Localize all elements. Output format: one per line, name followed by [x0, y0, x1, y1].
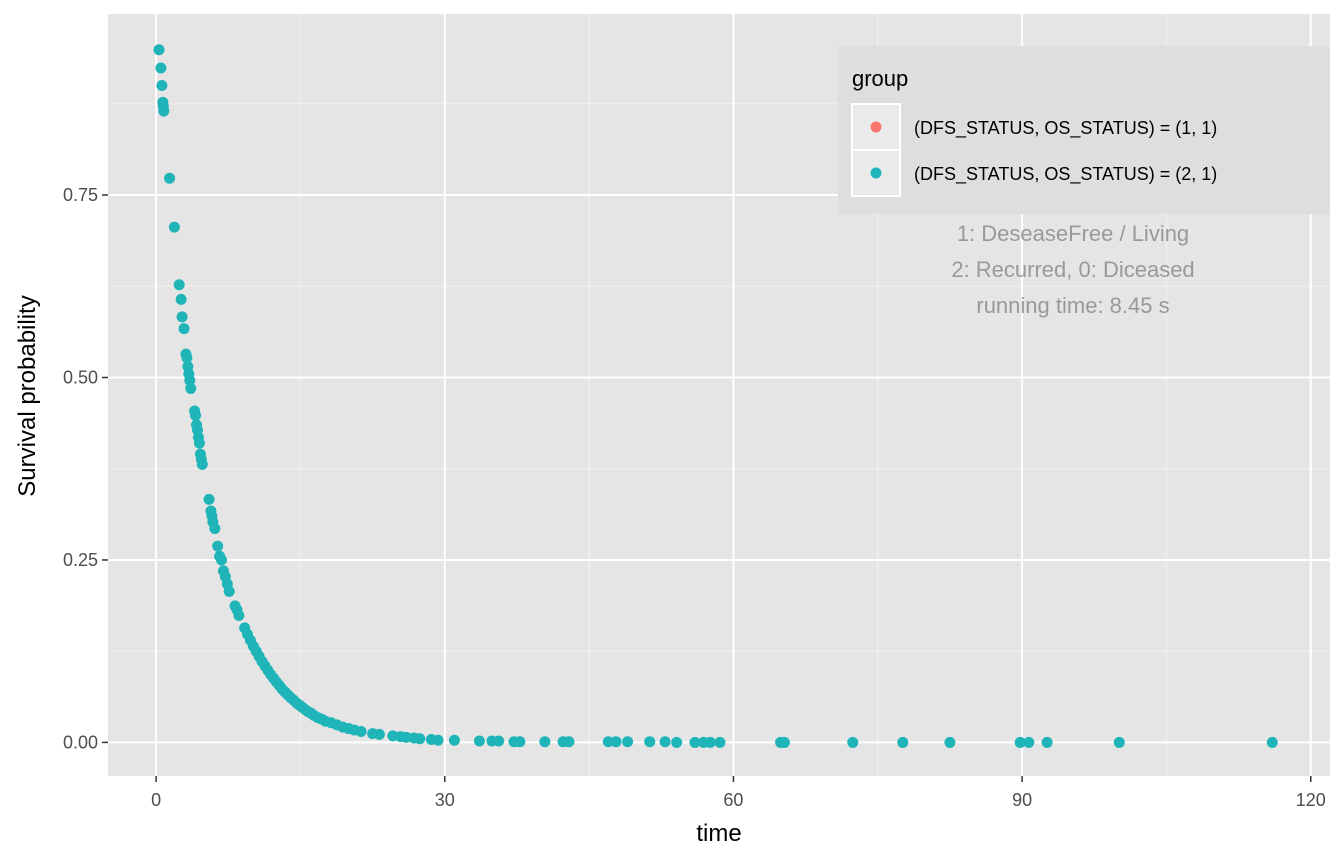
data-point	[373, 728, 385, 740]
y-tick-label: 0.00	[63, 732, 98, 752]
x-tick-label: 30	[435, 790, 455, 810]
legend-label-2: (DFS_STATUS, OS_STATUS) = (2, 1)	[914, 164, 1217, 185]
data-point	[203, 493, 215, 505]
data-point	[944, 736, 956, 748]
data-point	[1266, 736, 1278, 748]
data-point	[432, 734, 444, 746]
data-point	[1041, 736, 1053, 748]
data-point	[223, 585, 235, 597]
data-point	[897, 736, 909, 748]
data-point	[155, 62, 167, 74]
x-tick-label: 0	[151, 790, 161, 810]
data-points	[153, 44, 1278, 748]
data-point	[185, 382, 197, 394]
data-point	[602, 736, 614, 748]
data-point	[1014, 736, 1026, 748]
legend-dot-2	[870, 167, 882, 179]
data-point	[414, 733, 426, 745]
data-point	[644, 736, 656, 748]
x-axis-title: time	[696, 820, 741, 847]
data-point	[193, 437, 205, 449]
data-point	[216, 554, 228, 566]
data-point	[178, 323, 190, 335]
x-axis-ticks: 0 30 60 90 120	[151, 776, 1326, 810]
y-axis-title: Survival probability	[14, 295, 41, 496]
data-point	[175, 293, 187, 305]
data-point	[209, 523, 221, 535]
x-tick-label: 90	[1012, 790, 1032, 810]
x-tick-label: 120	[1296, 790, 1326, 810]
data-point	[610, 736, 622, 748]
data-point	[659, 736, 671, 748]
data-point	[493, 735, 505, 747]
data-point	[184, 374, 196, 386]
legend-dot-1	[870, 121, 882, 133]
data-point	[778, 736, 790, 748]
y-tick-label: 0.50	[63, 367, 98, 387]
data-point	[196, 458, 208, 470]
data-point	[622, 736, 634, 748]
data-point	[539, 736, 551, 748]
data-point	[168, 221, 180, 233]
data-point	[1023, 736, 1035, 748]
legend-label-1: (DFS_STATUS, OS_STATUS) = (1, 1)	[914, 118, 1217, 139]
legend-title: group	[852, 66, 908, 91]
x-tick-label: 60	[723, 790, 743, 810]
data-point	[176, 311, 188, 323]
y-axis-ticks: 0.00 0.25 0.50 0.75	[63, 185, 108, 752]
data-point	[473, 735, 485, 747]
annotation-line-3: running time: 8.45 s	[976, 293, 1169, 318]
data-point	[173, 279, 185, 291]
data-point	[212, 540, 224, 552]
data-point	[563, 736, 575, 748]
y-tick-label: 0.75	[63, 185, 98, 205]
data-point	[704, 736, 716, 748]
annotation-line-1: 1: DeseaseFree / Living	[957, 221, 1189, 246]
data-point	[847, 736, 859, 748]
y-tick-label: 0.25	[63, 550, 98, 570]
annotation-line-2: 2: Recurred, 0: Diceased	[951, 257, 1194, 282]
data-point	[671, 736, 683, 748]
legend-background	[838, 46, 1330, 214]
data-point	[164, 172, 176, 184]
data-point	[1113, 736, 1125, 748]
data-point	[190, 409, 202, 421]
annotation-block: 1: DeseaseFree / Living 2: Recurred, 0: …	[951, 221, 1194, 318]
data-point	[181, 352, 193, 364]
data-point	[156, 80, 168, 92]
data-point	[689, 736, 701, 748]
data-point	[448, 734, 460, 746]
data-point	[158, 105, 170, 117]
legend: group (DFS_STATUS, OS_STATUS) = (1, 1) (…	[838, 46, 1330, 214]
data-point	[153, 44, 165, 56]
data-point	[514, 736, 526, 748]
data-point	[233, 609, 245, 621]
data-point	[355, 725, 367, 737]
data-point	[714, 736, 726, 748]
